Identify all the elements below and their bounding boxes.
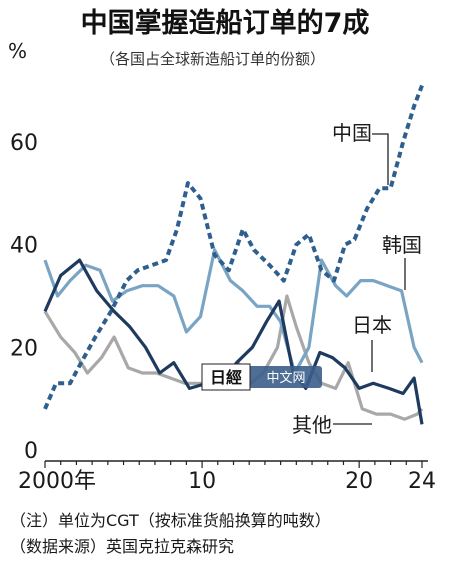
chart-subtitle: （各国占全球新造船订单的份额） bbox=[100, 50, 325, 68]
x-tick-label: 2000年 bbox=[18, 469, 96, 494]
x-tick-label: 10 bbox=[188, 469, 216, 494]
y-tick-label: 60 bbox=[10, 131, 38, 156]
series-label: 韩国 bbox=[382, 233, 422, 257]
series-line bbox=[43, 258, 424, 425]
footnote-source: （数据来源）英国克拉克森研究 bbox=[10, 537, 234, 556]
series-label: 日本 bbox=[352, 313, 392, 337]
x-tick-label: 24 bbox=[408, 469, 436, 494]
y-tick-label: 20 bbox=[10, 336, 38, 361]
series-line bbox=[43, 248, 424, 375]
footnote-unit: （注）单位为CGT（按标准货船换算的吨数） bbox=[10, 511, 331, 530]
series-label: 中国 bbox=[332, 121, 372, 145]
chart-title: 中国掌握造船订单的7成 bbox=[81, 7, 370, 39]
watermark-subtext: 中文网 bbox=[266, 371, 305, 386]
watermark-logo: 日經 bbox=[210, 368, 242, 387]
series-label: 其他 bbox=[292, 413, 332, 437]
y-tick-label: 40 bbox=[10, 234, 38, 259]
y-axis-unit: % bbox=[8, 39, 27, 63]
x-tick-label: 20 bbox=[345, 469, 373, 494]
series-label-leader bbox=[372, 133, 389, 185]
series-line bbox=[43, 84, 424, 410]
y-tick-label: 0 bbox=[24, 439, 38, 464]
y-axis-ticks: 0 20 40 60 bbox=[10, 131, 38, 464]
x-axis: 2000年 10 20 24 bbox=[18, 460, 436, 494]
watermark-logo-box bbox=[201, 363, 251, 391]
nikkei-watermark: 日經 中文网 bbox=[201, 363, 322, 391]
